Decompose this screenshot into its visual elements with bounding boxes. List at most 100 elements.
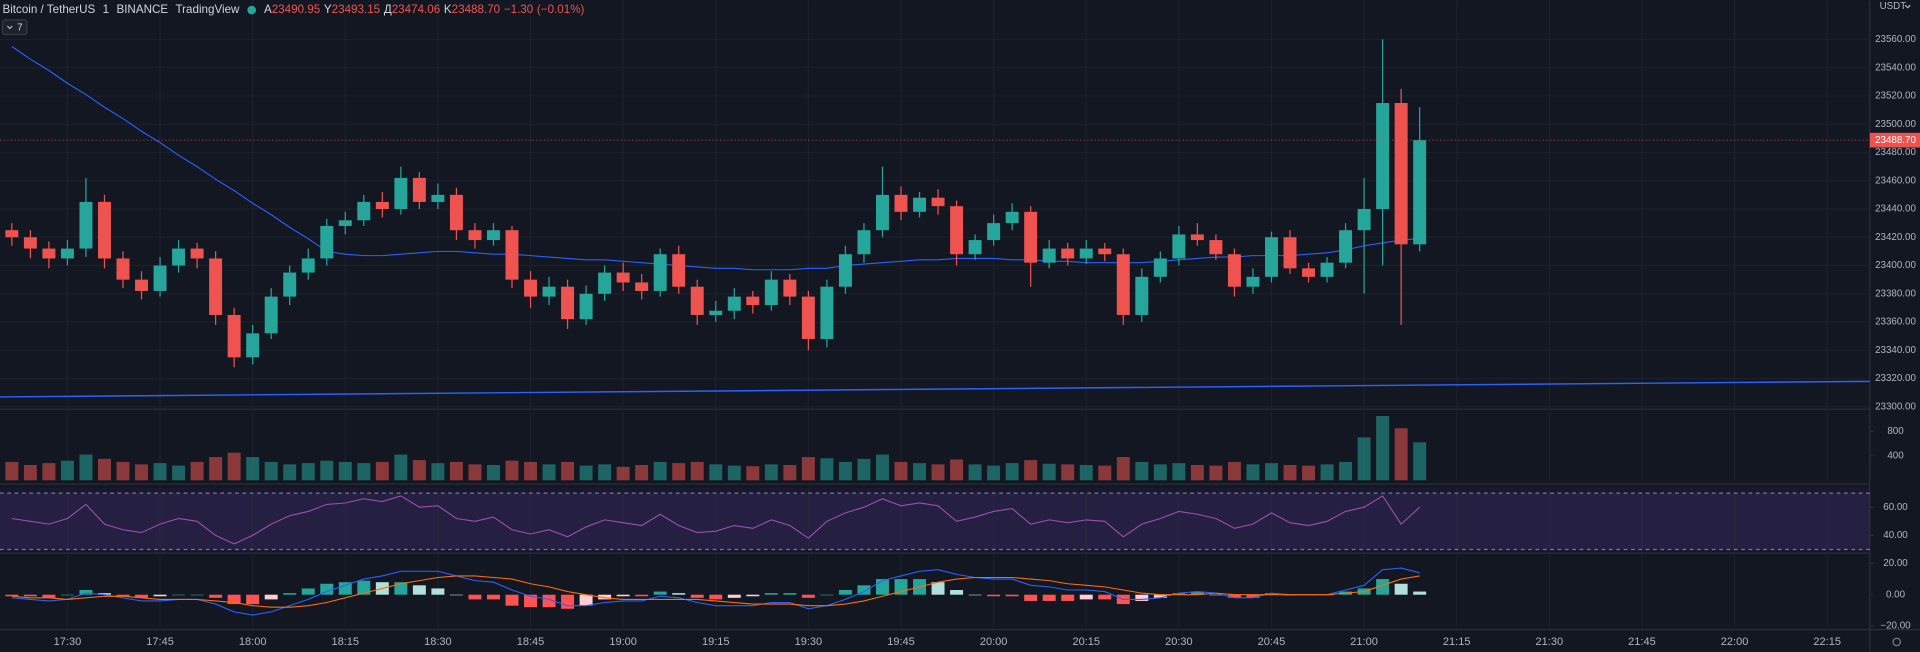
volume-bar (1172, 463, 1186, 481)
candle-body (1283, 237, 1297, 269)
settings-icon[interactable] (1892, 637, 1902, 647)
candle-body (394, 177, 408, 209)
x-tick-label: 21:15 (1443, 636, 1471, 648)
volume-bar (727, 465, 741, 481)
candle-body (1320, 262, 1334, 277)
candle-body (1339, 230, 1353, 263)
macd-histogram-bar (42, 594, 56, 598)
candle-body (690, 286, 704, 315)
macd-histogram-bar (264, 594, 278, 600)
volume-bar (653, 461, 667, 481)
y-tick-label: 23520.00 (1875, 91, 1916, 102)
y-tick-label: 23560.00 (1875, 34, 1916, 45)
candle-body (301, 258, 315, 273)
x-tick-label: 20:30 (1165, 636, 1193, 648)
candle-body (838, 254, 852, 287)
y-tick-label: 400 (1887, 450, 1904, 461)
candle-body (97, 201, 111, 259)
volume-bar (875, 454, 889, 481)
volume-bar (579, 465, 593, 481)
macd-histogram-bar (1024, 594, 1038, 601)
candle-body (5, 230, 19, 238)
macd-histogram-bar (820, 594, 834, 596)
y-tick-label: 23360.00 (1875, 317, 1916, 328)
candle-body (1227, 254, 1241, 287)
volume-bar (1264, 463, 1278, 481)
ohlc-key: Y (324, 3, 332, 16)
macd-histogram-bar (801, 594, 815, 598)
candle-body (486, 230, 500, 241)
x-tick-label: 19:00 (609, 636, 637, 648)
volume-bar (264, 461, 278, 481)
macd-histogram-bar (950, 590, 964, 595)
candle-body (913, 197, 927, 212)
x-tick-label: 18:00 (239, 636, 267, 648)
x-tick-label: 19:30 (795, 636, 823, 648)
candle-body (1061, 248, 1075, 259)
candle-body (783, 279, 797, 297)
volume-bar (190, 461, 204, 481)
volume-bar (857, 458, 871, 481)
interval: 1 (103, 3, 109, 16)
macd-histogram-bar (505, 594, 519, 606)
candle-body (764, 279, 778, 306)
exchange: BINANCE (116, 3, 168, 16)
indicators-toggle[interactable] (1, 19, 28, 36)
chevron-icon (6, 25, 13, 30)
candle-body (801, 296, 815, 339)
macd-histogram-bar (357, 580, 371, 595)
candle-body (153, 265, 167, 291)
macd-histogram-bar (968, 594, 982, 596)
candle-body (598, 272, 612, 294)
volume-bar (1302, 465, 1316, 481)
candle-body (1042, 248, 1056, 263)
volume-bar (209, 457, 223, 481)
y-tick-label: 23480.00 (1875, 147, 1916, 158)
macd-histogram-bar (60, 594, 74, 596)
macd-histogram-bar (764, 593, 778, 595)
volume-bar (1190, 464, 1204, 481)
last-price-tag (1869, 132, 1920, 148)
volume-bar (1339, 461, 1353, 481)
symbol-title: Bitcoin / TetherUS (2, 3, 95, 16)
y-tick-label: 40.00 (1883, 530, 1908, 541)
macd-histogram-bar (486, 594, 500, 600)
candle-body (79, 201, 93, 249)
candle-body (1302, 268, 1316, 277)
y-tick-label: 23420.00 (1875, 232, 1916, 243)
volume-bar (931, 464, 945, 481)
macd-histogram-bar (227, 594, 241, 605)
candle-body (709, 310, 723, 315)
candle-body (190, 248, 204, 259)
volume-bar (764, 464, 778, 481)
rsi-band (0, 493, 1870, 550)
y-tick-label: 23380.00 (1875, 288, 1916, 299)
candle-body (23, 237, 37, 249)
candle-body (1098, 248, 1112, 255)
volume-bar (505, 460, 519, 481)
volume-bar (672, 463, 686, 481)
last-price-label: 23488.70 (1875, 135, 1916, 146)
candle-body (524, 279, 538, 297)
y-tick-label: 23500.00 (1875, 119, 1916, 130)
volume-bar (1135, 461, 1149, 481)
macd-histogram-bar (135, 594, 149, 598)
volume-bar (301, 463, 315, 481)
volume-bar (1376, 416, 1390, 481)
candle-body (449, 194, 463, 231)
x-tick-label: 20:00 (980, 636, 1008, 648)
x-tick-label: 21:45 (1628, 636, 1656, 648)
volume-bar (783, 464, 797, 481)
candle-body (950, 206, 964, 255)
candle-body (1005, 211, 1019, 224)
volume-bar (338, 461, 352, 481)
volume-bar (1098, 465, 1112, 481)
currency[interactable]: USDT (1880, 1, 1907, 12)
volume-bar (987, 465, 1001, 481)
macd-histogram-bar (1042, 594, 1056, 601)
y-tick-label: 800 (1887, 426, 1904, 437)
volume-bar (1005, 463, 1019, 481)
y-tick-label: 23400.00 (1875, 260, 1916, 271)
signal-line (11, 575, 1420, 608)
